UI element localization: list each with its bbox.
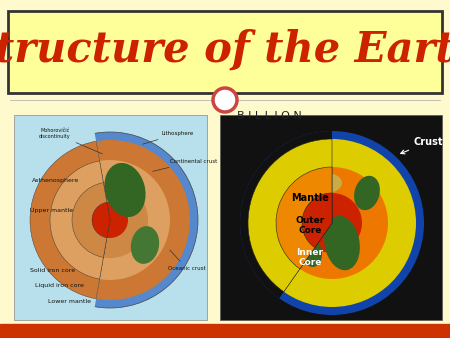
Wedge shape — [72, 183, 110, 258]
Text: Outer
Core: Outer Core — [295, 216, 324, 235]
Circle shape — [302, 193, 362, 253]
Text: Liquid iron core: Liquid iron core — [35, 283, 84, 288]
Wedge shape — [302, 193, 332, 247]
Bar — [0, 324, 450, 338]
Wedge shape — [302, 193, 332, 247]
Circle shape — [72, 182, 148, 258]
Text: Inner
Core: Inner Core — [297, 248, 324, 267]
Text: B I L L I O N: B I L L I O N — [237, 111, 302, 121]
Bar — [8, 11, 442, 93]
Bar — [220, 115, 442, 320]
Circle shape — [50, 160, 170, 280]
Ellipse shape — [312, 173, 342, 193]
Circle shape — [92, 202, 128, 238]
Ellipse shape — [78, 190, 102, 220]
Ellipse shape — [131, 226, 159, 264]
Wedge shape — [18, 129, 110, 311]
Text: Lithosphere: Lithosphere — [143, 131, 194, 144]
Text: Mantle: Mantle — [291, 193, 329, 203]
Text: Solid iron core: Solid iron core — [30, 268, 75, 273]
Text: Structure of the Earth: Structure of the Earth — [0, 29, 450, 71]
Circle shape — [276, 167, 388, 279]
Wedge shape — [248, 139, 332, 292]
Wedge shape — [276, 167, 332, 269]
Wedge shape — [92, 202, 110, 238]
Circle shape — [213, 88, 237, 112]
Wedge shape — [276, 167, 332, 269]
Text: Asthenosphere: Asthenosphere — [32, 178, 79, 183]
Circle shape — [240, 131, 424, 315]
Ellipse shape — [324, 216, 360, 270]
Circle shape — [22, 132, 198, 308]
Text: Lower mantle: Lower mantle — [49, 299, 91, 304]
Text: Crust: Crust — [400, 137, 444, 154]
Text: Upper mantle: Upper mantle — [30, 208, 73, 213]
Text: Mohorovičić
discontinuity: Mohorovičić discontinuity — [39, 128, 103, 154]
Text: Oceanic crust: Oceanic crust — [168, 250, 206, 271]
Bar — [14, 115, 207, 320]
Wedge shape — [30, 141, 110, 299]
Wedge shape — [248, 139, 332, 292]
Ellipse shape — [354, 176, 380, 210]
Wedge shape — [240, 131, 332, 298]
Wedge shape — [50, 161, 110, 279]
Text: Continental crust: Continental crust — [153, 159, 217, 171]
Circle shape — [30, 140, 190, 300]
Circle shape — [248, 139, 416, 307]
Ellipse shape — [104, 163, 146, 217]
Ellipse shape — [302, 239, 322, 267]
